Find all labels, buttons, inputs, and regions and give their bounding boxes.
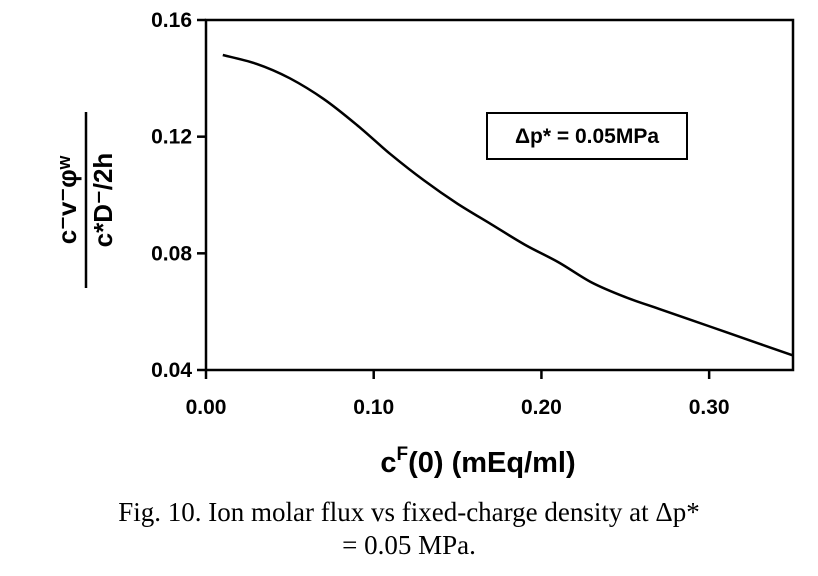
- figure-caption-line-1: Fig. 10. Ion molar flux vs fixed-charge …: [118, 497, 700, 527]
- annotation-text: Δp* = 0.05MPa: [515, 125, 659, 148]
- y-tick-label: 0.04: [151, 359, 192, 382]
- series-line: [222, 53, 794, 357]
- x-axis-title: cF(0) (mEq/ml): [380, 444, 575, 479]
- y-tick-label: 0.16: [151, 9, 192, 32]
- plot-frame-group: [204, 18, 795, 372]
- x-tick-label: 0.20: [521, 396, 562, 419]
- y-axis-title-denominator: c*D⁻/2h: [88, 153, 118, 248]
- y-tick-label: 0.08: [151, 242, 192, 265]
- annotation-box: [486, 112, 688, 160]
- plot-frame: [204, 18, 795, 372]
- figure-caption: Fig. 10. Ion molar flux vs fixed-charge …: [0, 496, 818, 562]
- x-tick-label: 0.00: [186, 396, 227, 419]
- x-tick-label: 0.30: [689, 396, 730, 419]
- y-axis-ticks: 0.04 0.08 0.12 0.16: [151, 9, 206, 382]
- x-axis-title-rest: (0) (mEq/ml): [408, 447, 576, 479]
- y-axis-title: c⁻v⁻φʷ c*D⁻/2h: [52, 112, 118, 288]
- annotation-box-group: Δp* = 0.05MPa: [486, 112, 688, 160]
- chart: 0.04 0.08 0.12 0.16 0.00 0.10 0.20 0.30 Δp* = …: [52, 9, 795, 479]
- x-axis-title-main: c: [380, 447, 396, 479]
- x-axis-ticks: 0.00 0.10 0.20 0.30: [186, 370, 730, 419]
- x-axis-title-superscript: F: [396, 444, 408, 465]
- x-tick-label: 0.10: [353, 396, 394, 419]
- y-tick-label: 0.12: [151, 126, 192, 149]
- figure-caption-line-2: = 0.05 MPa.: [342, 530, 476, 560]
- y-axis-title-numerator: c⁻v⁻φʷ: [52, 155, 82, 244]
